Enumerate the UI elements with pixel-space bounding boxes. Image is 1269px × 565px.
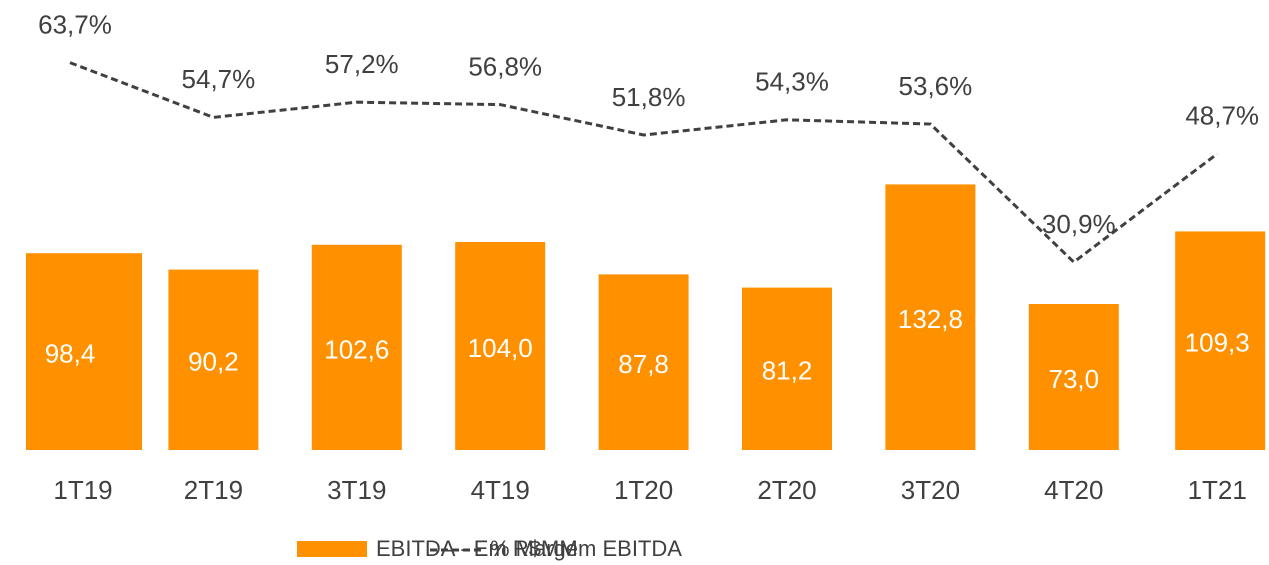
line-value-label: 56,8% bbox=[468, 51, 542, 81]
x-tick-label: 4T19 bbox=[471, 475, 530, 505]
x-tick-label: 3T19 bbox=[327, 475, 386, 505]
line bbox=[69, 61, 1219, 265]
line-value-label: 51,8% bbox=[612, 82, 686, 112]
legend-swatch bbox=[297, 541, 367, 557]
x-tick-label: 2T20 bbox=[757, 475, 816, 505]
bar bbox=[168, 269, 259, 450]
bar-value-label: 73,0 bbox=[1048, 364, 1099, 394]
line-value-label: 54,3% bbox=[755, 67, 829, 97]
bar-value-label: 132,8 bbox=[898, 304, 963, 334]
x-tick-label: 2T19 bbox=[184, 475, 243, 505]
bar-value-label: 98,4 bbox=[45, 338, 96, 368]
line-value-label: 63,7% bbox=[38, 10, 112, 40]
bar bbox=[1175, 231, 1266, 450]
line-value-label: 53,6% bbox=[899, 71, 973, 101]
bar-value-label: 109,3 bbox=[1185, 328, 1250, 358]
bar-value-label: 104,0 bbox=[468, 333, 533, 363]
bar bbox=[26, 253, 142, 450]
bar bbox=[598, 274, 689, 450]
x-tick-label: 1T21 bbox=[1188, 475, 1247, 505]
bar bbox=[311, 244, 402, 450]
line-value-label: 54,7% bbox=[182, 64, 256, 94]
x-tick-label: 1T20 bbox=[614, 475, 673, 505]
bar-value-label: 81,2 bbox=[762, 356, 813, 386]
line-value-label: 57,2% bbox=[325, 49, 399, 79]
bar-value-label: 87,8 bbox=[618, 349, 669, 379]
legend-label: EBITDA - Em R$MM bbox=[376, 536, 578, 561]
x-tick-label: 4T20 bbox=[1044, 475, 1103, 505]
bar bbox=[885, 184, 976, 450]
bar-value-label: 102,6 bbox=[324, 334, 389, 364]
bar bbox=[1028, 304, 1119, 450]
bar bbox=[455, 242, 546, 450]
x-tick-label: 1T19 bbox=[53, 475, 112, 505]
bar-value-label: 90,2 bbox=[188, 347, 239, 377]
line-value-label: 30,9% bbox=[1042, 209, 1116, 239]
bar bbox=[742, 287, 832, 450]
line-value-label: 48,7% bbox=[1185, 101, 1259, 131]
legend-label: % Margem EBITDA bbox=[490, 536, 682, 561]
x-tick-label: 3T20 bbox=[901, 475, 960, 505]
